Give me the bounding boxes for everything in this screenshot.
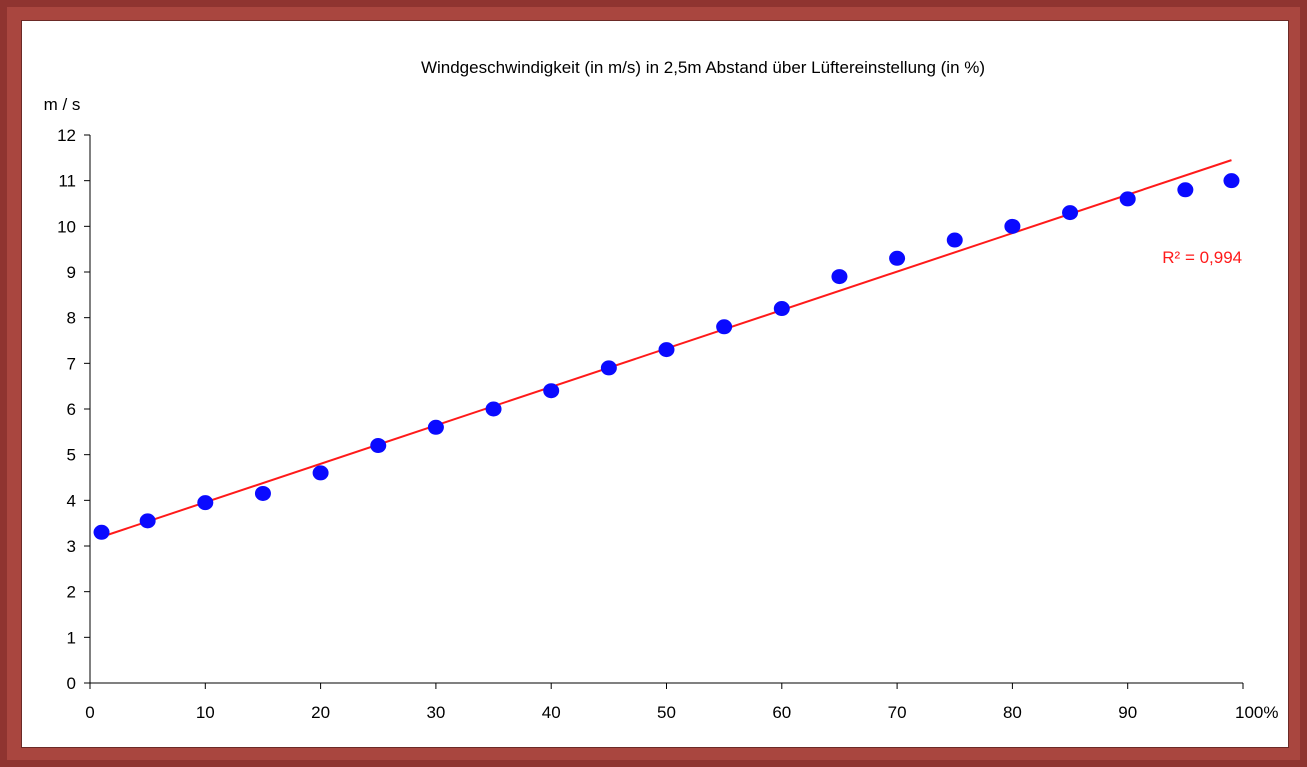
data-point [93,524,110,540]
data-point [716,319,733,335]
data-point [485,401,502,417]
data-points [93,173,1240,540]
chart-title: Windgeschwindigkeit (in m/s) in 2,5m Abs… [421,58,985,77]
y-tick-label: 10 [57,217,76,236]
data-point [1119,191,1136,207]
y-tick-label: 5 [67,446,76,465]
y-tick-label: 1 [67,628,76,647]
y-tick-label: 12 [57,126,76,145]
y-tick-label: 3 [67,537,76,556]
data-point [658,342,675,358]
x-tick-label: 10 [196,703,215,722]
y-tick-label: 0 [67,674,76,693]
chart-area [21,20,1289,748]
y-tick-label: 8 [67,309,76,328]
data-point [139,513,156,529]
data-point [831,269,848,285]
y-tick-label: 9 [67,263,76,282]
y-axis-label: m / s [44,95,81,114]
data-point [889,250,906,266]
x-tick-label: 80 [1003,703,1022,722]
data-point [1062,205,1079,221]
data-point [197,495,214,511]
data-point [773,301,790,317]
x-tick-label: 30 [426,703,445,722]
y-tick-label: 6 [67,400,76,419]
x-tick-label: 20 [311,703,330,722]
x-axis-ticks: 0 10 20 30 40 50 60 70 80 90 100% [85,683,1278,722]
x-tick-label: 70 [888,703,907,722]
y-tick-label: 4 [67,491,76,510]
data-point [1177,182,1194,198]
y-tick-label: 2 [67,583,76,602]
data-point [1004,218,1021,234]
data-point [946,232,963,248]
x-tick-label: 50 [657,703,676,722]
data-point [543,383,560,399]
data-point [254,485,271,501]
data-point [1223,173,1240,189]
y-tick-label: 11 [58,172,76,191]
x-tick-label: 40 [542,703,561,722]
data-point [427,419,444,435]
x-tick-label: 60 [772,703,791,722]
x-tick-label: 90 [1118,703,1137,722]
x-tick-label: 100% [1235,703,1278,722]
x-tick-label: 0 [85,703,94,722]
data-point [600,360,617,376]
y-tick-label: 7 [67,354,76,373]
data-point [312,465,329,481]
r-squared-annotation: R² = 0,994 [1162,248,1242,267]
data-point [370,438,387,454]
